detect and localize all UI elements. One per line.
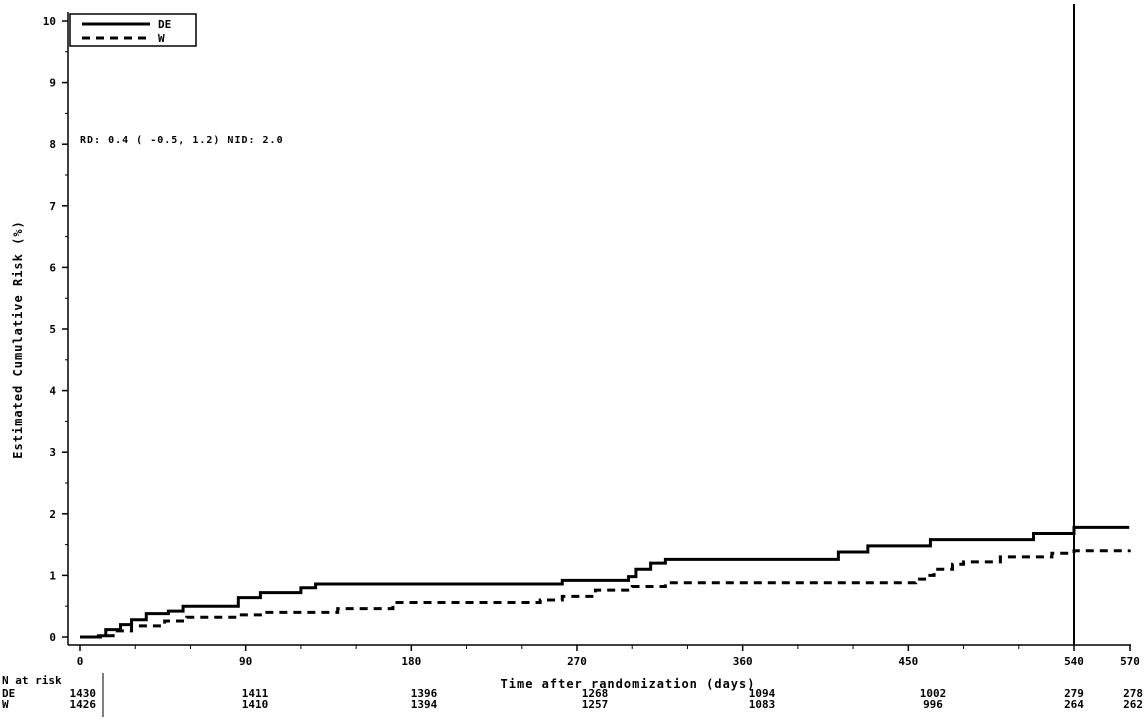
y-tick-label: 3 — [49, 446, 56, 459]
y-tick-label: 0 — [49, 631, 56, 644]
y-axis-title: Estimated Cumulative Risk (%) — [11, 220, 25, 459]
x-tick-label: 360 — [733, 655, 753, 668]
y-tick-label: 4 — [49, 385, 56, 398]
risk-cell: 1083 — [749, 698, 776, 711]
risk-cell: 1002 — [920, 687, 947, 700]
y-tick-label: 5 — [49, 323, 56, 336]
risk-cell: 1094 — [749, 687, 776, 700]
risk-cell: 1426 — [70, 698, 97, 711]
y-tick-label: 9 — [49, 77, 56, 90]
risk-row-label: DE — [2, 687, 15, 700]
risk-cell: 279 — [1064, 687, 1084, 700]
y-tick-label: 1 — [49, 569, 56, 582]
x-tick-label: 90 — [239, 655, 252, 668]
risk-cell: 996 — [923, 698, 943, 711]
x-tick-label: 0 — [77, 655, 84, 668]
legend-box — [69, 13, 197, 47]
x-tick-label: 540 — [1064, 655, 1084, 668]
risk-table-title: N at risk — [2, 674, 62, 687]
series-line-de — [80, 525, 1130, 639]
risk-cell: 1257 — [582, 698, 609, 711]
x-axis-title: Time after randomization (days) — [501, 677, 756, 691]
legend-label: W — [158, 32, 165, 45]
risk-cell: 278 — [1123, 687, 1143, 700]
legend: DEW — [69, 13, 197, 47]
legend-label: DE — [158, 18, 171, 31]
risk-row-label: W — [2, 698, 9, 711]
risk-cell: 1411 — [242, 687, 269, 700]
risk-cell: 1394 — [411, 698, 438, 711]
risk-cell: 262 — [1123, 698, 1143, 711]
risk-cell: 1268 — [582, 687, 609, 700]
y-tick-label: 2 — [49, 508, 56, 521]
x-tick-label: 270 — [567, 655, 587, 668]
x-tick-label: 450 — [898, 655, 918, 668]
series-line-w — [80, 549, 1131, 639]
risk-cell: 1430 — [70, 687, 97, 700]
x-tick-label: 180 — [401, 655, 421, 668]
rd-annotation: RD: 0.4 ( -0.5, 1.2) NID: 2.0 — [80, 135, 284, 146]
y-tick-label: 8 — [49, 138, 56, 151]
x-tick-label: 570 — [1120, 655, 1140, 668]
risk-cell: 1396 — [411, 687, 438, 700]
risk-cell: 1410 — [242, 698, 269, 711]
y-tick-label: 7 — [49, 200, 56, 213]
risk-cell: 264 — [1064, 698, 1084, 711]
y-tick-label: 6 — [49, 261, 56, 274]
y-tick-label: 10 — [43, 15, 56, 28]
